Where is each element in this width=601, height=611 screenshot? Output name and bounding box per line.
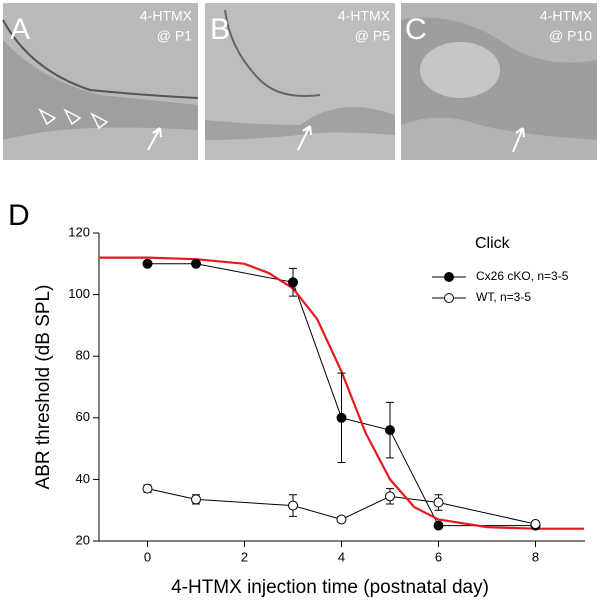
marker [530,519,541,530]
image-b [205,3,395,160]
marker [142,258,153,269]
panel-text: @ P10 [549,28,592,44]
image-a [2,3,199,160]
marker [385,425,395,436]
legend-marker [444,293,454,303]
panel-text: 4-HTMX [140,8,193,24]
panel-label: C [405,13,427,46]
y-tick-label: 100 [68,286,90,301]
y-axis-label: ABR threshold (dB SPL) [33,285,54,490]
marker [433,520,444,531]
panel-label: D [8,199,30,232]
marker [336,412,347,423]
legend-label: WT, n=3-5 [476,290,531,304]
x-axis-label: 4-HTMX injection time (postnatal day) [171,577,489,598]
legend-marker [444,272,454,282]
y-tick-label: 60 [76,409,90,424]
panel-label: B [210,13,230,46]
legend-title: Click [475,235,511,252]
x-tick-label: 4 [338,549,345,564]
marker [191,258,201,269]
y-tick-label: 40 [76,471,90,486]
marker [191,494,201,505]
panel-text: @ P5 [355,28,390,44]
panel-text: @ P1 [157,28,192,44]
y-tick-label: 120 [68,224,90,239]
marker [288,500,298,511]
panel-text: 4-HTMX [338,8,391,24]
marker [433,497,444,508]
y-tick-label: 20 [76,532,90,547]
x-tick-label: 0 [144,549,151,564]
legend-label: Cx26 cKO, n=3-5 [476,269,569,283]
marker [336,514,347,525]
marker [288,277,298,288]
x-tick-label: 2 [241,549,248,564]
x-tick-label: 6 [435,549,442,564]
x-tick-label: 8 [532,549,539,564]
y-tick-label: 80 [76,348,90,363]
panel-label: A [10,13,30,46]
image-c [401,3,597,160]
marker [385,491,395,502]
fit-curve [99,256,584,530]
panel-text: 4-HTMX [540,8,593,24]
marker [142,483,153,494]
